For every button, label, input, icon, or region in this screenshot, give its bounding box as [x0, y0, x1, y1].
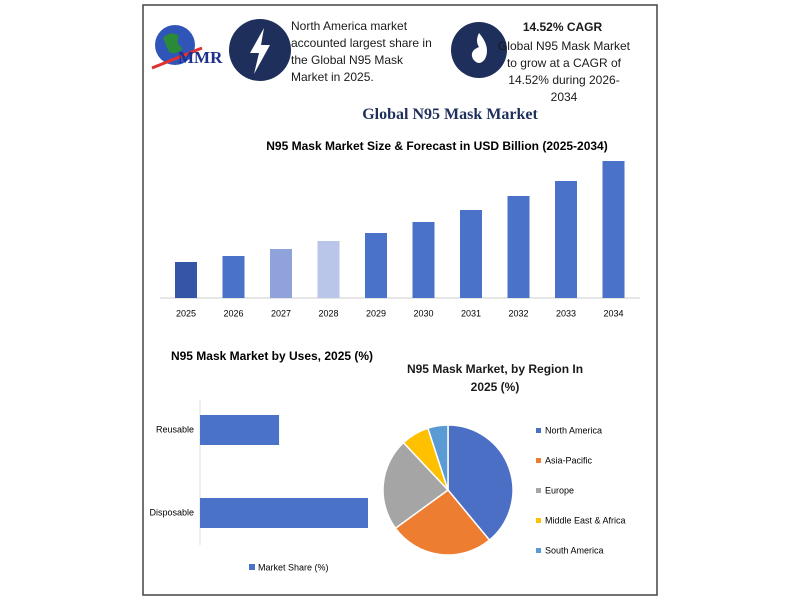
- legend-label: Market Share (%): [258, 562, 329, 572]
- fact-title: 14.52% CAGR: [522, 20, 603, 34]
- x-tick-label: 2033: [556, 308, 576, 318]
- pie-slice: [426, 424, 449, 491]
- x-tick-label: 2030: [413, 308, 433, 318]
- bar: [602, 161, 625, 298]
- logo-text: MMR: [178, 48, 223, 67]
- x-tick-label: 2026: [223, 308, 243, 318]
- x-tick-label: 2034: [603, 308, 623, 318]
- chart-title: N95 Mask Market Size & Forecast in USD B…: [266, 139, 607, 153]
- legend-swatch: [536, 518, 541, 523]
- bar: [200, 415, 280, 445]
- x-tick-label: 2029: [366, 308, 386, 318]
- bar: [200, 498, 368, 528]
- icon-flame: [451, 22, 507, 78]
- pie-slice: [394, 488, 491, 556]
- bar: [317, 241, 340, 298]
- bar: [555, 181, 577, 298]
- bar: [507, 196, 530, 298]
- chart-title: N95 Mask Market by Uses, 2025 (%): [171, 349, 373, 363]
- legend-label: North America: [545, 425, 602, 435]
- bar: [460, 210, 482, 298]
- icon-bolt: [229, 19, 291, 81]
- bar: [222, 256, 245, 298]
- bar: [175, 262, 197, 298]
- legend-label: Europe: [545, 485, 574, 495]
- legend-swatch: [536, 548, 541, 553]
- legend-swatch: [536, 428, 541, 433]
- bar: [365, 233, 387, 298]
- legend-swatch: [249, 564, 255, 570]
- legend-label: Middle East & Africa: [545, 515, 626, 525]
- legend-label: Asia-Pacific: [545, 455, 593, 465]
- legend-label: South America: [545, 545, 604, 555]
- y-tick-label: Reusable: [156, 424, 194, 434]
- pie-slice: [447, 424, 514, 542]
- legend-swatch: [536, 458, 541, 463]
- chart-title: N95 Mask Market, by Region In 2025 (%): [406, 362, 584, 394]
- bar: [270, 249, 292, 298]
- page-title: Global N95 Mask Market: [362, 106, 538, 123]
- frame: [142, 4, 658, 596]
- fact-text: Global N95 Mask Market to grow at a CAGR…: [497, 39, 631, 104]
- bar: [412, 222, 435, 298]
- pie-slice: [382, 441, 450, 530]
- x-tick-label: 2025: [176, 308, 196, 318]
- legend-swatch: [536, 488, 541, 493]
- logo-globe: [151, 25, 203, 70]
- x-tick-label: 2032: [508, 308, 528, 318]
- x-tick-label: 2027: [271, 308, 291, 318]
- y-tick-label: Disposable: [149, 507, 194, 517]
- x-tick-label: 2031: [461, 308, 481, 318]
- fact-text: North America market accounted largest s…: [291, 19, 432, 84]
- x-tick-label: 2028: [318, 308, 338, 318]
